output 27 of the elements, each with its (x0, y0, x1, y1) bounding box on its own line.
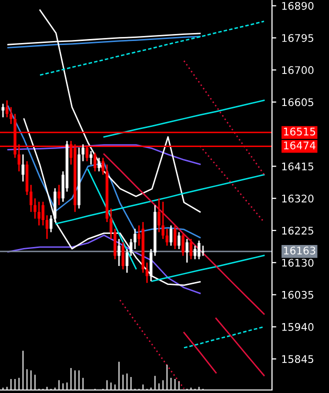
y-tick-label: 16320 (282, 194, 314, 202)
line-series (183, 326, 265, 348)
line-series (215, 318, 265, 376)
line-series (199, 145, 265, 223)
line-series (7, 144, 201, 165)
line-series (103, 100, 265, 138)
y-tick-label: 16130 (282, 258, 314, 267)
line-series (7, 36, 201, 48)
line-series (103, 153, 265, 315)
ref-line-label: 16163 (284, 246, 316, 254)
y-tick-label: 16890 (282, 2, 314, 10)
line-series (151, 254, 265, 282)
y-tick-label: 16605 (282, 98, 314, 106)
y-tick-label: 16035 (282, 290, 314, 299)
line-series (7, 234, 201, 294)
ref-line-label: 16474 (284, 141, 316, 150)
y-tick-label: 16795 (282, 34, 314, 42)
line-series (23, 118, 201, 286)
line-series (39, 20, 265, 76)
y-tick-label: 16700 (282, 66, 314, 74)
y-tick-label: 15940 (282, 323, 314, 331)
ref-line-label: 16515 (284, 128, 316, 136)
y-tick-label: 16225 (282, 226, 314, 235)
line-series (183, 60, 265, 176)
y-tick-label: 16415 (282, 162, 314, 170)
line-series (119, 299, 185, 390)
y-tick-label: 15845 (282, 355, 314, 364)
